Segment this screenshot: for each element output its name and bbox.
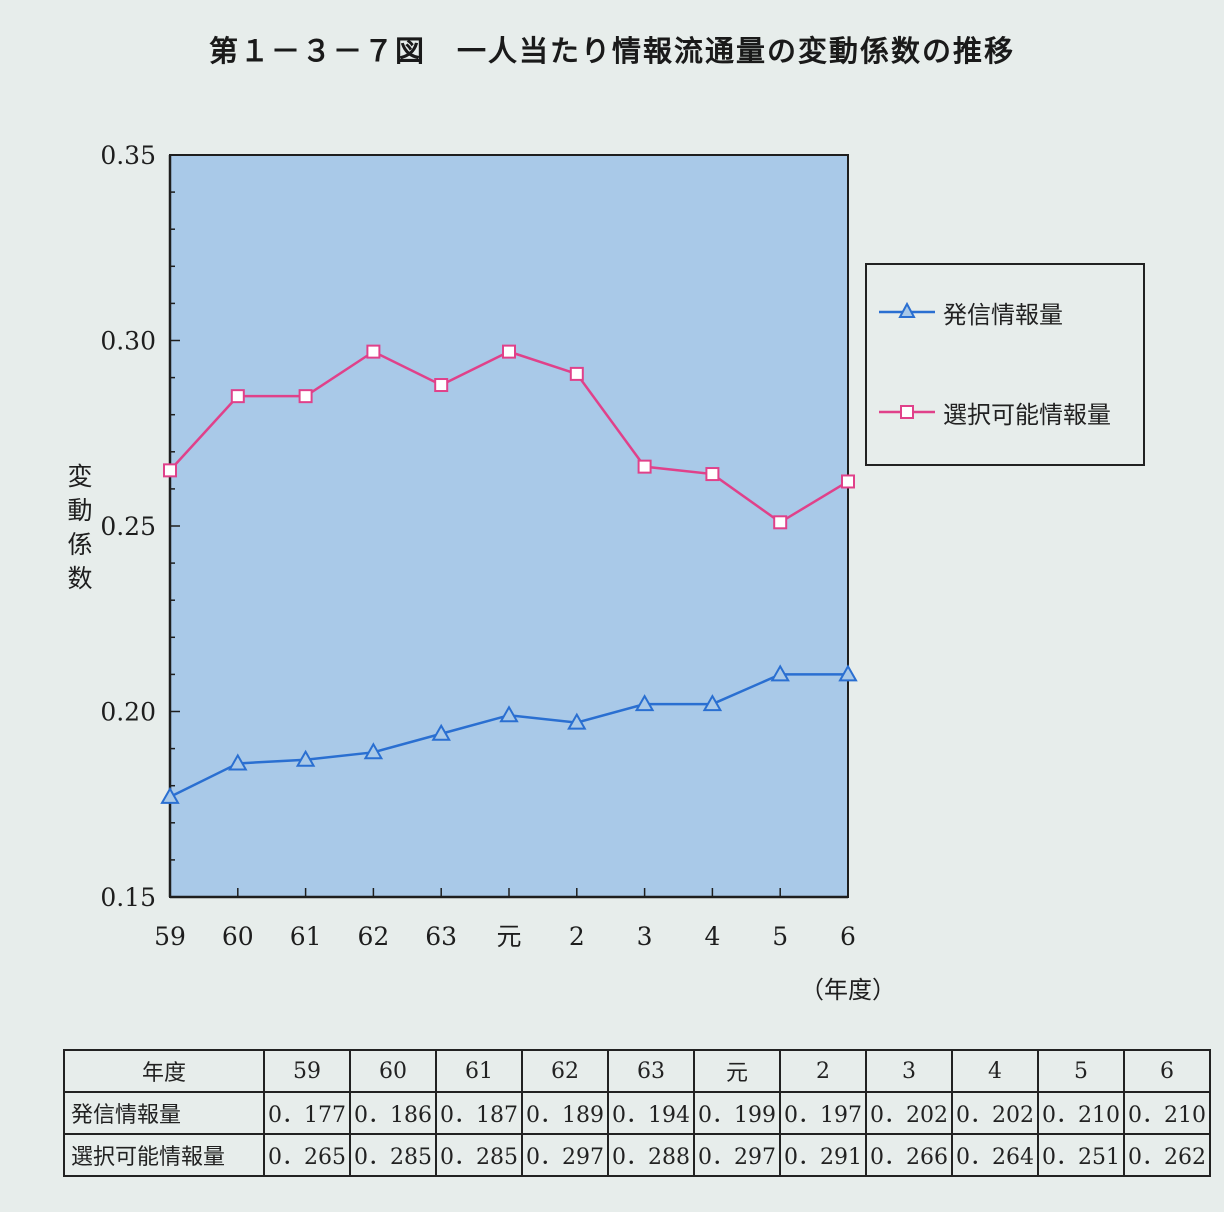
x-tick-label: 4 xyxy=(704,922,720,951)
y-tick-label: 0.35 xyxy=(100,141,156,170)
data-point xyxy=(160,786,180,804)
data-point xyxy=(567,712,587,730)
table-cell: 0．177 xyxy=(263,1091,351,1135)
table-cell: 0．187 xyxy=(435,1091,523,1135)
plot-area xyxy=(169,154,849,898)
triangle-marker-icon xyxy=(879,301,935,318)
data-point xyxy=(502,344,516,359)
table-row: 発信情報量 0．177 0．186 0．187 0．189 0．194 0．19… xyxy=(63,1091,1211,1135)
table-cell: 0．251 xyxy=(1037,1133,1125,1177)
table-cell: 0．266 xyxy=(865,1133,953,1177)
table-header-cell: 60 xyxy=(349,1049,437,1093)
table-header-cell: 4 xyxy=(951,1049,1039,1093)
table-cell: 0．262 xyxy=(1123,1133,1211,1177)
y-axis-label-char: 係 xyxy=(67,530,92,559)
legend: 発信情報量 選択可能情報量 xyxy=(865,263,1145,466)
y-tick-label: 0.25 xyxy=(100,512,156,541)
table-row-label: 発信情報量 xyxy=(63,1091,265,1135)
data-table: 年度 59 60 61 62 63 元 2 3 4 5 6 発信情報量 0．17… xyxy=(63,1049,1211,1177)
table-cell: 0．197 xyxy=(779,1091,867,1135)
table-header-cell: 5 xyxy=(1037,1049,1125,1093)
table-cell: 0．202 xyxy=(951,1091,1039,1135)
table-header-row: 年度 59 60 61 62 63 元 2 3 4 5 6 xyxy=(63,1049,1211,1093)
table-header-label: 年度 xyxy=(63,1049,265,1093)
x-tick-label: 60 xyxy=(222,922,254,951)
table-header-cell: 62 xyxy=(521,1049,609,1093)
x-tick-label: 61 xyxy=(290,922,322,951)
table-cell: 0．297 xyxy=(693,1133,781,1177)
y-axis-label-char: 変 xyxy=(67,462,92,491)
table-cell: 0．285 xyxy=(435,1133,523,1177)
data-point xyxy=(295,749,316,767)
data-point xyxy=(298,389,313,404)
data-point xyxy=(230,389,245,404)
data-point xyxy=(363,742,384,760)
data-point xyxy=(770,664,790,682)
x-tick-label: 3 xyxy=(637,922,653,951)
table-cell: 0．186 xyxy=(349,1091,437,1135)
table-cell: 0．202 xyxy=(865,1091,953,1135)
x-tick-label: 59 xyxy=(154,922,186,951)
square-marker-icon xyxy=(879,405,935,419)
table-header-cell: 61 xyxy=(435,1049,523,1093)
data-point xyxy=(431,723,451,741)
table-header-cell: 元 xyxy=(693,1049,781,1093)
x-tick-label: 2 xyxy=(569,922,585,951)
table-cell: 0．264 xyxy=(951,1133,1039,1177)
y-axis-label-char: 動 xyxy=(67,496,92,525)
table-cell: 0．285 xyxy=(349,1133,437,1177)
table-header-cell: 63 xyxy=(607,1049,695,1093)
data-point xyxy=(702,694,723,712)
table-cell: 0．297 xyxy=(521,1133,609,1177)
x-tick-label: 5 xyxy=(772,922,788,951)
x-axis-label: （年度） xyxy=(800,976,896,1004)
table-cell: 0．210 xyxy=(1037,1091,1125,1135)
x-tick-label: 元 xyxy=(496,922,521,951)
data-point xyxy=(163,463,177,478)
table-header-cell: 3 xyxy=(865,1049,953,1093)
table-cell: 0．291 xyxy=(779,1133,867,1177)
data-point xyxy=(366,344,381,359)
table-cell: 0．199 xyxy=(693,1091,781,1135)
table-header-cell: 6 xyxy=(1123,1049,1211,1093)
data-point xyxy=(228,753,248,771)
x-tick-label: 6 xyxy=(840,922,856,951)
x-tick-label: 62 xyxy=(357,922,389,951)
table-cell: 0．210 xyxy=(1123,1091,1211,1135)
series-0 xyxy=(160,664,858,804)
legend-label: 選択可能情報量 xyxy=(943,400,1111,429)
y-axis-label-char: 数 xyxy=(67,564,92,593)
legend-item-sending: 発信情報量 xyxy=(877,292,1063,332)
data-point xyxy=(637,459,652,474)
legend-item-selectable: 選択可能情報量 xyxy=(877,392,1111,432)
data-point xyxy=(434,378,449,393)
table-header-cell: 2 xyxy=(779,1049,867,1093)
series-1 xyxy=(163,344,855,530)
table-cell: 0．288 xyxy=(607,1133,695,1177)
data-point xyxy=(569,366,584,381)
legend-label: 発信情報量 xyxy=(943,300,1063,329)
data-point xyxy=(773,515,788,530)
data-point xyxy=(634,694,655,712)
table-cell: 0．194 xyxy=(607,1091,695,1135)
table-row-label: 選択可能情報量 xyxy=(63,1133,265,1177)
data-point xyxy=(499,705,519,723)
table-header-cell: 59 xyxy=(263,1049,351,1093)
table-cell: 0．189 xyxy=(521,1091,609,1135)
y-tick-label: 0.20 xyxy=(100,698,156,727)
data-point xyxy=(705,467,720,482)
data-point xyxy=(841,474,855,489)
line-chart: 0.15 0.20 0.25 0.30 0.35 59 60 61 62 63 元 2 3 4 5 6 （年度… xyxy=(67,141,896,1004)
y-tick-label: 0.15 xyxy=(100,883,156,912)
table-cell: 0．265 xyxy=(263,1133,351,1177)
y-tick-label: 0.30 xyxy=(100,327,156,356)
data-point xyxy=(838,664,858,682)
chart-title: 第１－３－７図 一人当たり情報流通量の変動係数の推移 xyxy=(208,34,1015,68)
x-tick-label: 63 xyxy=(425,922,457,951)
table-row: 選択可能情報量 0．265 0．285 0．285 0．297 0．288 0．… xyxy=(63,1133,1211,1177)
